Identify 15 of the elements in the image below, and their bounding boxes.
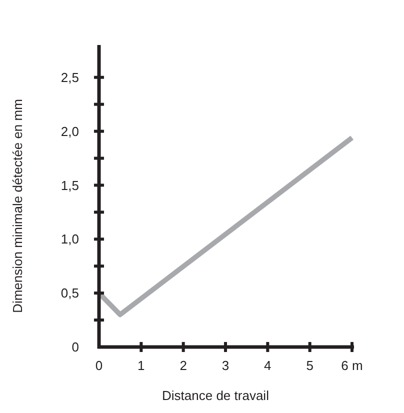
y-tick-label: 1,0 [60, 232, 79, 247]
x-tick-label: 0 [95, 358, 103, 373]
x-tick-label: 5 [306, 358, 314, 373]
x-tick-label: 4 [264, 358, 272, 373]
y-axis-title: Dimension minimale détectée en mm [10, 99, 25, 313]
y-tick-label: 0 [72, 340, 79, 355]
y-tick-label: 1,5 [60, 178, 79, 193]
x-axis-title: Distance de travail [162, 388, 270, 403]
y-tick-label: 2,5 [60, 70, 79, 85]
y-tick-label: 2,0 [60, 124, 79, 139]
x-tick-label: 3 [222, 358, 230, 373]
x-tick-label: 2 [180, 358, 187, 373]
y-tick-label: 0,5 [60, 286, 79, 301]
x-tick-label: 6 m [341, 358, 363, 373]
x-tick-label: 1 [138, 358, 145, 373]
